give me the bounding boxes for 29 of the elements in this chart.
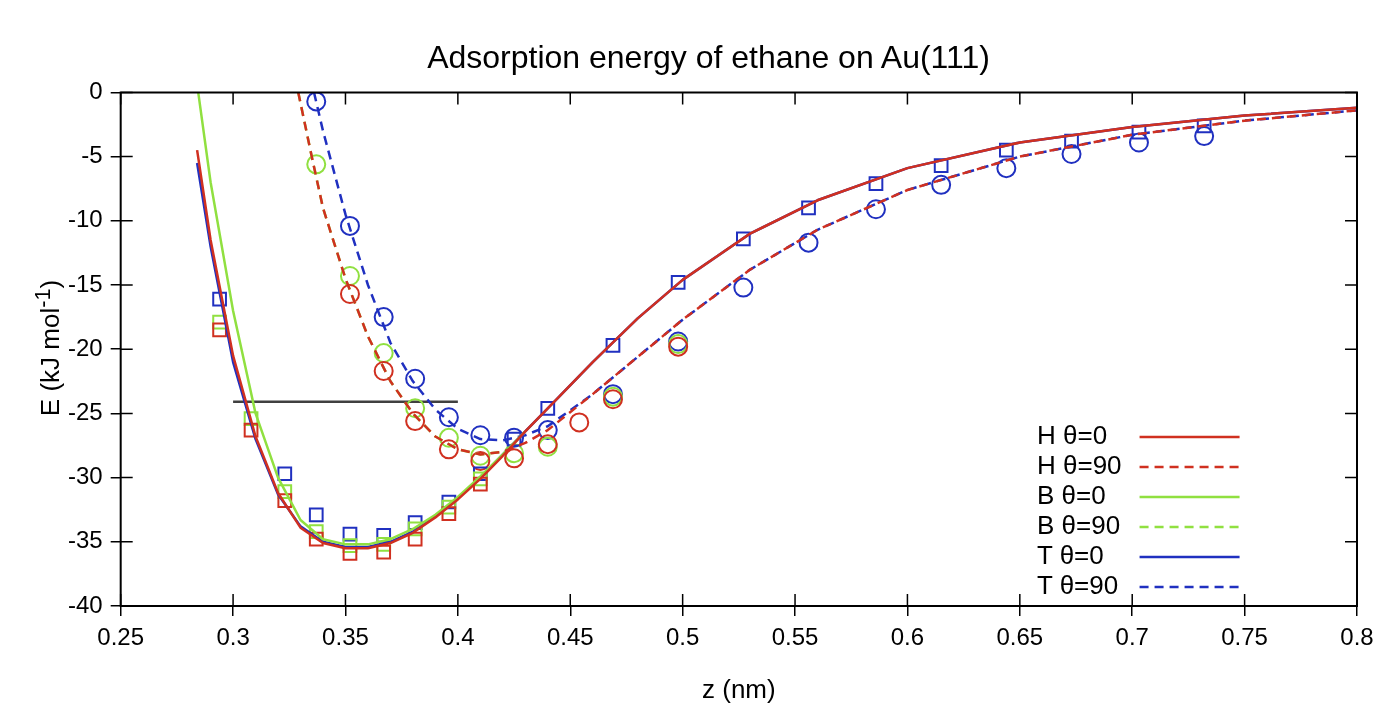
y-tick-label: -5 xyxy=(81,141,103,169)
legend-label: T θ=0 xyxy=(1037,540,1104,571)
legend-label: B θ=90 xyxy=(1037,510,1121,541)
legend-label: T θ=90 xyxy=(1037,570,1119,601)
x-tick-label: 0.25 xyxy=(97,623,145,651)
legend-label: B θ=0 xyxy=(1037,480,1106,511)
x-tick-label: 0.45 xyxy=(546,623,594,651)
y-tick-label: -10 xyxy=(68,205,103,233)
y-tick-label: -30 xyxy=(68,462,103,490)
y-tick-label: -25 xyxy=(68,398,103,426)
chart-title: Adsorption energy of ethane on Au(111) xyxy=(427,39,990,76)
y-tick-label: 0 xyxy=(89,77,103,105)
y-tick-label: -35 xyxy=(68,526,103,554)
x-tick-label: 0.65 xyxy=(996,623,1044,651)
y-tick-label: -20 xyxy=(68,333,103,361)
x-tick-label: 0.6 xyxy=(890,623,925,651)
y-tick-label: -40 xyxy=(68,590,103,618)
x-tick-label: 0.3 xyxy=(216,623,250,651)
x-axis-title: z (nm) xyxy=(702,673,776,704)
legend-label: H θ=90 xyxy=(1037,450,1122,481)
x-tick-label: 0.55 xyxy=(771,623,819,651)
legend-label: H θ=0 xyxy=(1037,420,1108,451)
y-tick-label: -15 xyxy=(68,269,103,297)
x-tick-label: 0.35 xyxy=(322,623,369,651)
x-tick-label: 0.4 xyxy=(441,623,475,651)
x-tick-label: 0.75 xyxy=(1221,623,1268,651)
x-tick-label: 0.5 xyxy=(665,623,700,651)
x-tick-label: 0.8 xyxy=(1340,623,1374,651)
x-tick-label: 0.7 xyxy=(1115,623,1149,651)
